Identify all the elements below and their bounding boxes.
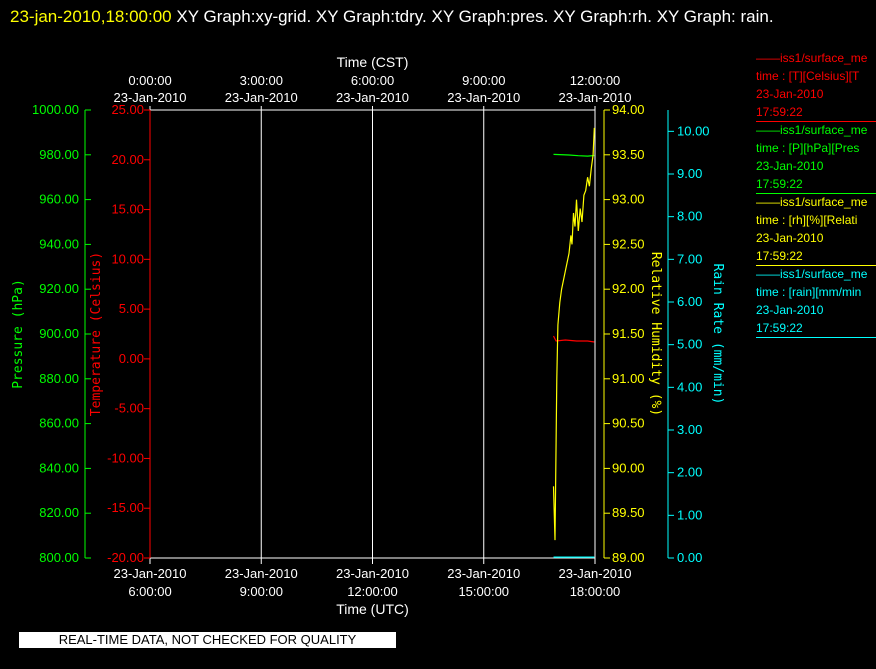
y-tick-label-rain: 6.00 bbox=[677, 294, 702, 309]
x-top-tick-label: 23-Jan-2010 bbox=[336, 90, 409, 105]
y-tick-label-rain: 2.00 bbox=[677, 465, 702, 480]
legend-entry-rain: ——iss1/surface_me time : [rain][mm/min 2… bbox=[756, 265, 876, 338]
legend-series-desc: time : [P][hPa][Pres bbox=[756, 141, 860, 155]
header-title: 23-jan-2010,18:00:00 XY Graph:xy-grid. X… bbox=[10, 2, 870, 31]
y-tick-label-rain: 8.00 bbox=[677, 209, 702, 224]
legend-series-date: 23-Jan-2010 bbox=[756, 87, 824, 101]
y-tick-label-rain: 10.00 bbox=[677, 123, 710, 138]
y-tick-label-rh: 91.50 bbox=[612, 326, 645, 341]
y-tick-label-tdry: -5.00 bbox=[114, 401, 144, 416]
y-tick-label-tdry: 5.00 bbox=[119, 301, 144, 316]
legend-entry-pressure: ——iss1/surface_me time : [P][hPa][Pres 2… bbox=[756, 121, 876, 194]
y-tick-label-tdry: 15.00 bbox=[111, 202, 144, 217]
legend-series-name: ——iss1/surface_me bbox=[756, 267, 868, 281]
x-tick-label: 23-Jan-2010 bbox=[336, 566, 409, 581]
series-line-rh bbox=[552, 127, 595, 541]
x-top-tick-label: 12:00:00 bbox=[570, 73, 621, 88]
legend-series-date: 23-Jan-2010 bbox=[756, 159, 824, 173]
y-axis-label-rh: Relative Humidity (%) bbox=[648, 252, 663, 416]
y-tick-label-pres: 940.00 bbox=[39, 236, 79, 251]
legend-series-name: ——iss1/surface_me bbox=[756, 195, 868, 209]
y-tick-label-rh: 92.50 bbox=[612, 236, 645, 251]
y-tick-label-rh: 91.00 bbox=[612, 371, 645, 386]
y-tick-label-pres: 800.00 bbox=[39, 550, 79, 565]
quality-warning-banner: REAL-TIME DATA, NOT CHECKED FOR QUALITY bbox=[19, 632, 396, 648]
y-tick-label-rain: 1.00 bbox=[677, 507, 702, 522]
y-tick-label-rh: 92.00 bbox=[612, 281, 645, 296]
x-top-tick-label: 3:00:00 bbox=[240, 73, 283, 88]
x-tick-label: 12:00:00 bbox=[347, 584, 398, 599]
x-top-tick-label: 9:00:00 bbox=[462, 73, 505, 88]
y-tick-label-pres: 880.00 bbox=[39, 371, 79, 386]
y-tick-label-rh: 89.00 bbox=[612, 550, 645, 565]
y-tick-label-pres: 900.00 bbox=[39, 326, 79, 341]
x-tick-label: 6:00:00 bbox=[128, 584, 171, 599]
y-tick-label-tdry: 0.00 bbox=[119, 351, 144, 366]
x-tick-label: 15:00:00 bbox=[458, 584, 509, 599]
y-tick-label-tdry: 20.00 bbox=[111, 152, 144, 167]
x-top-tick-label: 23-Jan-2010 bbox=[559, 90, 632, 105]
x-top-tick-label: 23-Jan-2010 bbox=[447, 90, 520, 105]
legend-series-time: 17:59:22 bbox=[756, 321, 803, 335]
x-tick-label: 9:00:00 bbox=[240, 584, 283, 599]
y-tick-label-rain: 9.00 bbox=[677, 166, 702, 181]
x-tick-label: 18:00:00 bbox=[570, 584, 621, 599]
x-top-axis-label: Time (CST) bbox=[337, 54, 409, 70]
legend-series-time: 17:59:22 bbox=[756, 177, 803, 191]
header-timestamp: 23-jan-2010,18:00:00 bbox=[10, 7, 172, 26]
y-tick-label-rh: 89.50 bbox=[612, 505, 645, 520]
legend-series-desc: time : [T][Celsius][T bbox=[756, 69, 860, 83]
x-tick-label: 23-Jan-2010 bbox=[447, 566, 520, 581]
x-top-tick-label: 23-Jan-2010 bbox=[114, 90, 187, 105]
y-tick-label-pres: 860.00 bbox=[39, 416, 79, 431]
y-tick-label-pres: 980.00 bbox=[39, 147, 79, 162]
y-tick-label-rh: 90.00 bbox=[612, 460, 645, 475]
series-line-tdry bbox=[552, 335, 595, 343]
y-tick-label-tdry: 10.00 bbox=[111, 251, 144, 266]
x-top-tick-label: 6:00:00 bbox=[351, 73, 394, 88]
series-line-pres bbox=[553, 153, 595, 157]
y-axis-label-rain: Rain Rate (mm/min) bbox=[710, 264, 725, 405]
y-tick-label-rain: 7.00 bbox=[677, 251, 702, 266]
y-tick-label-pres: 920.00 bbox=[39, 281, 79, 296]
x-axis-label: Time (UTC) bbox=[336, 601, 409, 617]
legend-series-desc: time : [rain][mm/min bbox=[756, 285, 862, 299]
legend-entry-humidity: ——iss1/surface_me time : [rh][%][Relati … bbox=[756, 193, 876, 266]
y-axis-label-pres: Pressure (hPa) bbox=[11, 279, 26, 389]
legend-entry-temperature: ——iss1/surface_me time : [T][Celsius][T … bbox=[756, 49, 876, 122]
y-tick-label-rain: 0.00 bbox=[677, 550, 702, 565]
legend-series-desc: time : [rh][%][Relati bbox=[756, 213, 858, 227]
legend-series-time: 17:59:22 bbox=[756, 249, 803, 263]
y-tick-label-rain: 3.00 bbox=[677, 422, 702, 437]
y-tick-label-pres: 840.00 bbox=[39, 460, 79, 475]
legend-series-name: ——iss1/surface_me bbox=[756, 51, 868, 65]
y-tick-label-pres: 1000.00 bbox=[32, 102, 79, 117]
legend-series-date: 23-Jan-2010 bbox=[756, 231, 824, 245]
x-top-tick-label: 0:00:00 bbox=[128, 73, 171, 88]
y-tick-label-rain: 5.00 bbox=[677, 337, 702, 352]
y-tick-label-rain: 4.00 bbox=[677, 379, 702, 394]
y-tick-label-rh: 90.50 bbox=[612, 416, 645, 431]
legend-series-time: 17:59:22 bbox=[756, 105, 803, 119]
y-tick-label-tdry: -15.00 bbox=[107, 500, 144, 515]
x-top-tick-label: 23-Jan-2010 bbox=[225, 90, 298, 105]
y-tick-label-tdry: 25.00 bbox=[111, 102, 144, 117]
x-tick-label: 23-Jan-2010 bbox=[114, 566, 187, 581]
y-axis-label-tdry: Temperature (Celsius) bbox=[89, 252, 104, 416]
header-graph-list: XY Graph:xy-grid. XY Graph:tdry. XY Grap… bbox=[176, 7, 774, 26]
x-tick-label: 23-Jan-2010 bbox=[559, 566, 632, 581]
y-tick-label-rh: 94.00 bbox=[612, 102, 645, 117]
y-tick-label-tdry: -10.00 bbox=[107, 450, 144, 465]
y-tick-label-tdry: -20.00 bbox=[107, 550, 144, 565]
y-tick-label-pres: 960.00 bbox=[39, 192, 79, 207]
legend-series-date: 23-Jan-2010 bbox=[756, 303, 824, 317]
y-tick-label-pres: 820.00 bbox=[39, 505, 79, 520]
x-tick-label: 23-Jan-2010 bbox=[225, 566, 298, 581]
y-tick-label-rh: 93.00 bbox=[612, 192, 645, 207]
legend-series-name: ——iss1/surface_me bbox=[756, 123, 868, 137]
y-tick-label-rh: 93.50 bbox=[612, 147, 645, 162]
